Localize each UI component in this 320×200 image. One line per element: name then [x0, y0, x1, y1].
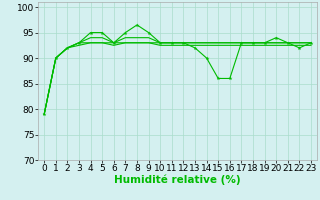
X-axis label: Humidité relative (%): Humidité relative (%)	[114, 175, 241, 185]
